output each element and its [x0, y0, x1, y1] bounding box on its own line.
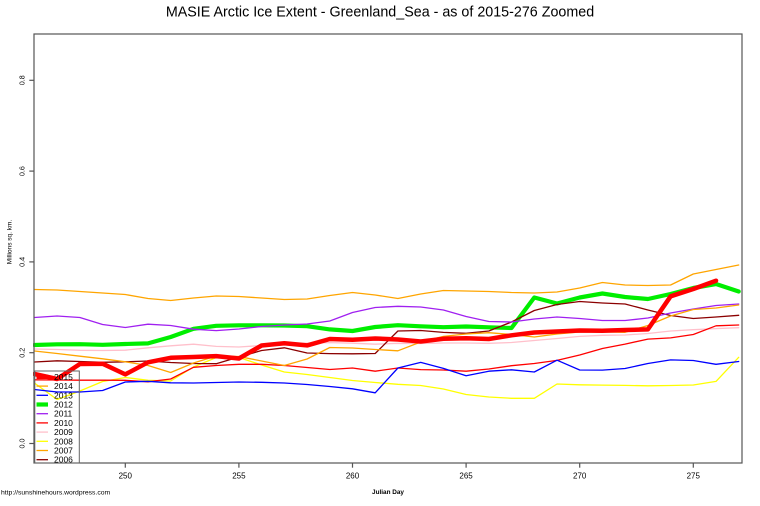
svg-text:2012: 2012 — [54, 400, 73, 410]
svg-text:2010: 2010 — [54, 418, 73, 428]
svg-text:275: 275 — [687, 472, 701, 481]
svg-text:2007: 2007 — [54, 446, 73, 456]
svg-text:0.0: 0.0 — [18, 439, 27, 449]
svg-text:255: 255 — [232, 472, 246, 481]
svg-text:2006: 2006 — [54, 455, 73, 465]
svg-text:265: 265 — [459, 472, 473, 481]
svg-text:260: 260 — [346, 472, 360, 481]
svg-text:MASIE Arctic Ice Extent - Gree: MASIE Arctic Ice Extent - Greenland_Sea … — [166, 5, 594, 21]
svg-text:2009: 2009 — [54, 427, 73, 437]
svg-text:0.8: 0.8 — [18, 75, 27, 85]
svg-text:250: 250 — [119, 472, 133, 481]
svg-text:2011: 2011 — [54, 409, 73, 419]
svg-text:Julian Day: Julian Day — [372, 489, 404, 496]
svg-text:2008: 2008 — [54, 436, 73, 446]
svg-text:270: 270 — [573, 472, 587, 481]
svg-text:2015: 2015 — [54, 372, 73, 382]
svg-text:0.6: 0.6 — [18, 166, 27, 176]
svg-text:2013: 2013 — [54, 390, 73, 400]
svg-text:2014: 2014 — [54, 381, 73, 391]
svg-text:0.4: 0.4 — [18, 257, 27, 267]
svg-text:Millions sq. km.: Millions sq. km. — [7, 220, 14, 265]
svg-text:0.2: 0.2 — [18, 348, 27, 358]
svg-text:http://sunshinehours.wordpress: http://sunshinehours.wordpress.com — [1, 489, 111, 496]
